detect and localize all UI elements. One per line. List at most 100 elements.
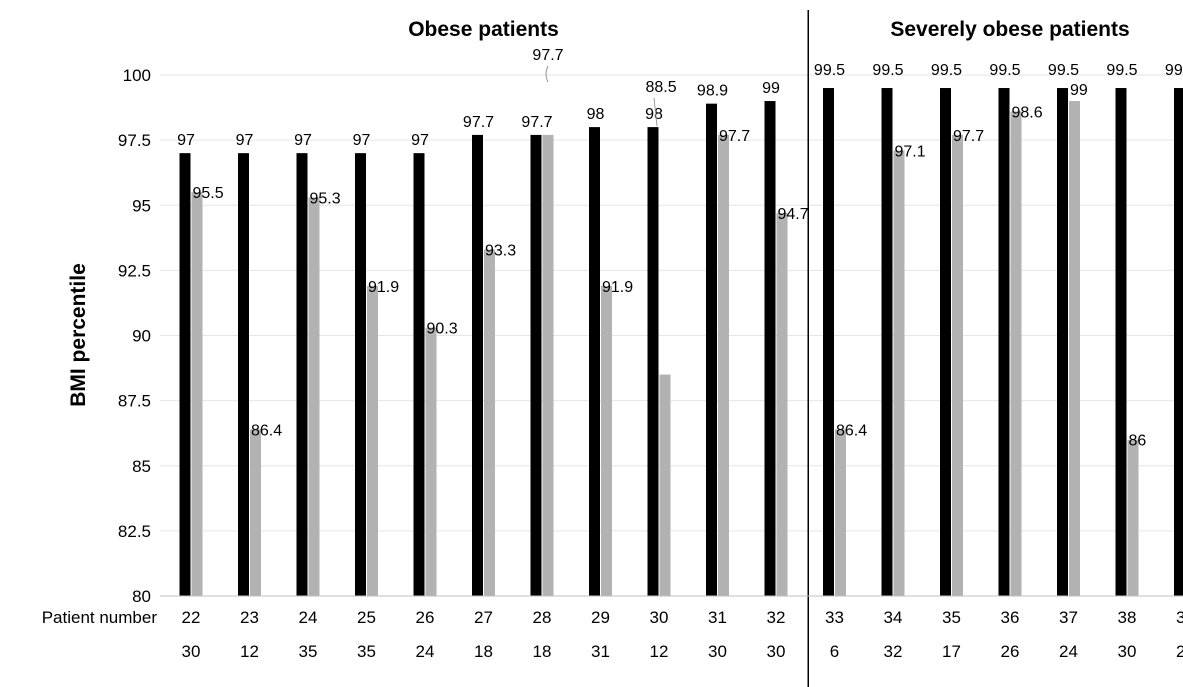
data-label-series2: 97.7: [719, 128, 750, 145]
data-label-series1: 97: [236, 132, 254, 149]
y-tick-label: 82.5: [118, 522, 151, 541]
bar-series2: [250, 429, 261, 596]
bar-series1: [413, 153, 425, 596]
bar-series1: [823, 88, 834, 597]
x-category-label: 23: [240, 608, 259, 627]
group-title: Severely obese patients: [890, 18, 1129, 41]
x-secondary-label: 30: [708, 642, 727, 661]
data-label-series1: 99.5: [872, 62, 903, 79]
y-tick-label: 97.5: [118, 131, 151, 150]
x-category-label: 29: [591, 608, 610, 627]
data-label-series1: 99.5: [931, 62, 962, 79]
bar-series1: [1057, 88, 1068, 597]
group-title: Obese patients: [408, 18, 559, 41]
x-axis-category-labels: 22 30 23 12 24 35 25 35 26 24 27 18 28 18 29 31 30 12 31 30…: [182, 608, 1183, 661]
bar-series1: [1174, 88, 1183, 597]
x-secondary-label: 32: [884, 642, 903, 661]
data-label-series2: 86.4: [836, 422, 867, 439]
data-label-series2: 95.5: [193, 185, 224, 202]
bar-series2: [1010, 111, 1022, 596]
data-label-series1: 99.5: [814, 62, 845, 79]
bar-series1: [1115, 88, 1127, 597]
data-label-series1: 97.7: [521, 114, 552, 131]
data-label-series1: 99.5: [1106, 62, 1137, 79]
y-tick-label: 90: [132, 327, 151, 346]
data-label-series1: 97.7: [463, 114, 494, 131]
bar-series1: [589, 127, 600, 596]
data-label-series1: 99.5: [989, 62, 1020, 79]
y-tick-label: 92.5: [118, 261, 151, 280]
bar-series2: [425, 327, 437, 596]
bar-series2: [367, 286, 378, 596]
x-secondary-label: 30: [182, 642, 201, 661]
y-tick-label: 95: [132, 196, 151, 215]
bar-series2: [893, 150, 905, 597]
x-secondary-label: 24: [1059, 642, 1078, 661]
x-category-label: 38: [1118, 608, 1137, 627]
y-tick-label: 100: [123, 66, 151, 85]
data-label-series2: 98.6: [1012, 104, 1043, 121]
bar-series1: [179, 153, 191, 596]
bar-series2: [776, 213, 788, 596]
grid-lines: [160, 74, 1183, 597]
x-secondary-label: 18: [533, 642, 552, 661]
data-label-series1: 97: [353, 132, 371, 149]
data-label-series2: 95.3: [310, 190, 341, 207]
x-secondary-label: 18: [474, 642, 493, 661]
data-label-series2: 86: [1129, 433, 1147, 450]
x-category-label: 26: [416, 608, 435, 627]
bar-series2: [542, 134, 554, 597]
x-category-label: 39: [1176, 608, 1183, 627]
data-label-series1: 99: [762, 80, 780, 97]
x-secondary-label: 30: [1118, 642, 1137, 661]
bar-series1: [647, 127, 659, 596]
bar-series2: [601, 286, 612, 596]
bar-series1: [998, 88, 1010, 597]
group-titles: Obese patients Severely obese patients: [408, 18, 1129, 41]
x-category-label: 36: [1001, 608, 1020, 627]
bar-series1: [764, 101, 776, 597]
x-secondary-label: 12: [240, 642, 259, 661]
x-category-label: 32: [767, 608, 786, 627]
x-secondary-label: 35: [299, 642, 318, 661]
x-secondary-label: 26: [1001, 642, 1020, 661]
x-category-label: 25: [357, 608, 376, 627]
data-label-series2: 91.9: [602, 279, 633, 296]
x-category-label: 31: [708, 608, 727, 627]
data-label-series2: 97.7: [953, 128, 984, 145]
x-secondary-label: 24: [416, 642, 435, 661]
x-secondary-label: 31: [591, 642, 610, 661]
data-label-series1: 98: [587, 106, 605, 123]
data-label-series1: 97: [294, 132, 312, 149]
x-category-label: 24: [299, 608, 318, 627]
x-category-label: 34: [884, 608, 903, 627]
bar-series1: [296, 153, 308, 596]
x-secondary-label: 35: [357, 642, 376, 661]
bar-series1: [472, 134, 483, 597]
x-category-label: 28: [533, 608, 552, 627]
x-secondary-label: 17: [942, 642, 961, 661]
data-label-series1: 97: [411, 132, 429, 149]
bar-series2: [484, 249, 495, 596]
data-labels: 97 95.5 97 86.4 97 95.3 97 91.9 97 90.3 97.7 93.3 97…: [177, 47, 1183, 450]
bar-series2: [835, 429, 846, 596]
label-leader-line: [545, 65, 549, 83]
y-tick-label: 80: [132, 587, 151, 606]
x-category-label: 35: [942, 608, 961, 627]
x-secondary-label: 22: [1176, 642, 1183, 661]
data-label-series2: 94.7: [778, 206, 809, 223]
data-label-series2: 99: [1070, 82, 1088, 99]
y-axis-label: BMI percentile: [67, 263, 90, 407]
data-label-series2: 88.5: [646, 79, 677, 96]
data-label-series1: 99.5: [1165, 62, 1183, 79]
x-category-label: 33: [825, 608, 844, 627]
data-label-series1: 99.5: [1048, 62, 1079, 79]
y-axis-tick-labels: 80 82.5 85 87.5 90 92.5 95 97.5 100: [118, 66, 151, 606]
data-label-series2: 90.3: [427, 321, 458, 338]
bar-series2: [1069, 101, 1080, 597]
data-label-series2: 97.7: [532, 47, 563, 64]
bar-series2: [952, 134, 963, 597]
x-category-label: 27: [474, 608, 493, 627]
